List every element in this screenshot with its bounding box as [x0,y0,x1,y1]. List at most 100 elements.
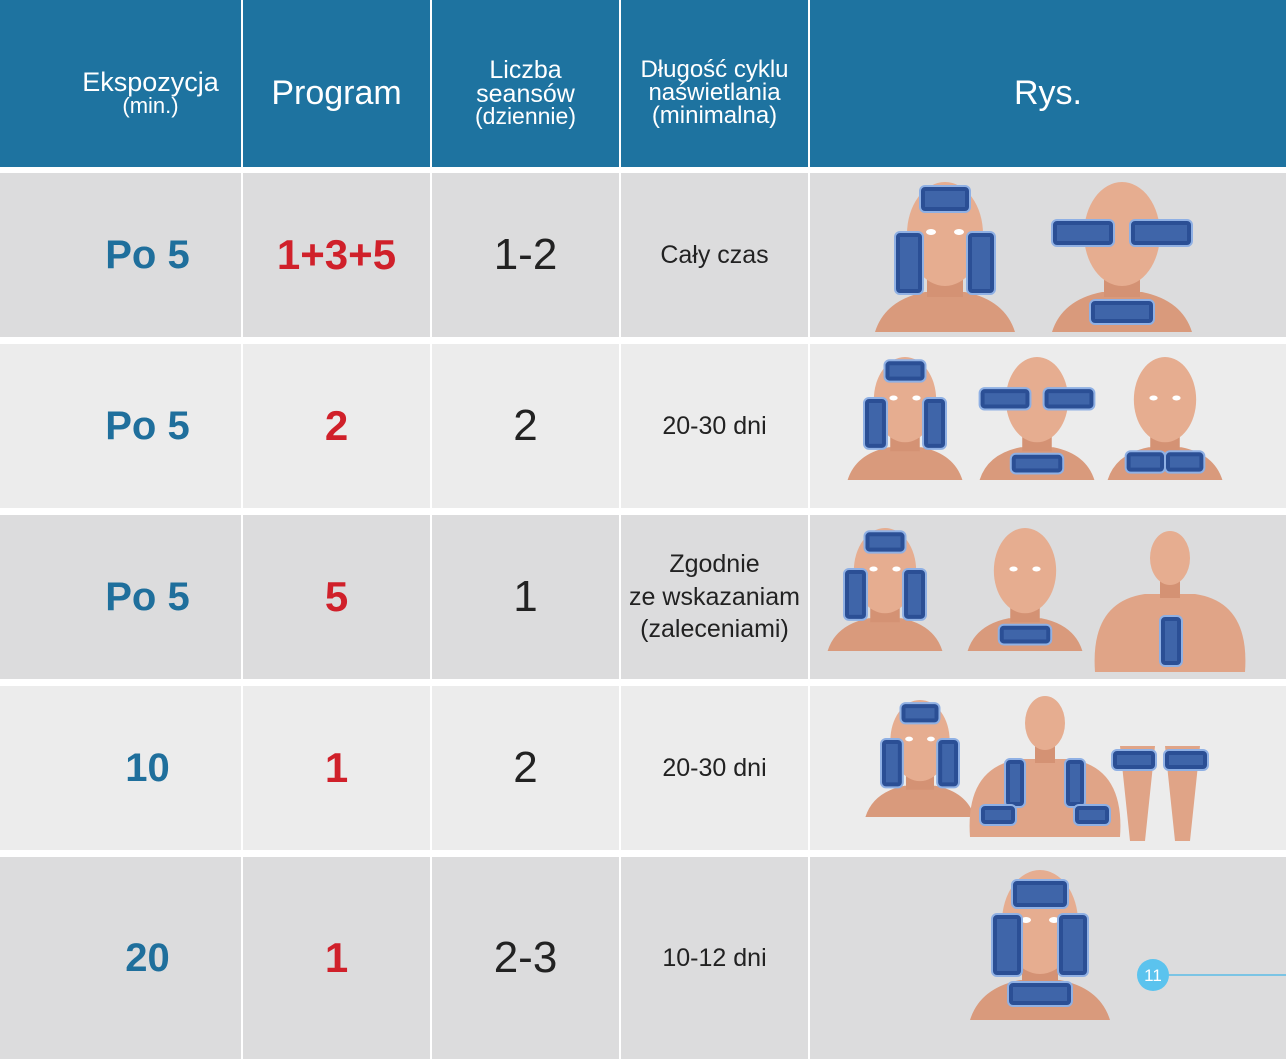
program-cell: 2 [243,344,430,508]
device-grid [1070,764,1080,802]
header-cell: Program [243,0,430,167]
cycle-cell: 10-12 dni [621,857,808,1059]
head [1025,696,1065,750]
header-text: Program [271,74,402,113]
page-number: 11 [1144,966,1162,985]
device-grid [1057,225,1109,241]
cycle-cell: 20-30 dni [621,686,808,850]
device-grid [928,403,941,444]
device-grid [942,744,954,783]
header-text: Długość cyklu [640,56,789,84]
exposure-cell: 10 [0,686,241,850]
device-grid [1048,393,1090,405]
device-grid [985,810,1011,820]
cycle: 10-12 dni [662,943,767,972]
device-grid [889,365,921,377]
eye [1172,395,1181,401]
sessions: 1-2 [493,230,558,279]
device-grid [984,393,1026,405]
exposure-cell: 20 [0,857,241,1059]
shoulders [847,447,963,480]
device-grid [869,403,882,444]
header-text: naświetlania [648,79,781,107]
eye [954,229,964,235]
eye [892,566,901,572]
program-cell: 1 [243,686,430,850]
sessions-cell: 1 [432,515,619,679]
device-grid [1170,456,1200,468]
sessions: 2 [513,743,538,792]
shoulders [865,785,975,817]
cycle: 20-30 dni [662,753,767,782]
head [1150,531,1190,585]
header-text: Rys. [1014,74,1082,113]
device-grid [1135,225,1187,241]
device-grid [1079,810,1105,820]
exposure: Po 5 [105,232,190,277]
program-cell: 5 [243,515,430,679]
cycle: ze wskazaniam [629,582,800,611]
cycle-cell: Cały czas [621,173,808,337]
header-text: Liczba [489,55,562,84]
device-grid [849,574,862,615]
header-text: (dziennie) [475,103,576,130]
program-cell: 1 [243,857,430,1059]
shoulders [827,618,943,651]
shoulders [875,292,1015,332]
eye [869,566,878,572]
sessions: 2 [513,401,538,450]
exposure-cell: Po 5 [0,344,241,508]
sessions-cell: 2 [432,686,619,850]
cycle-cell: 20-30 dni [621,344,808,508]
page-badge [1137,959,1169,991]
head [1133,357,1197,443]
eye [1049,917,1059,923]
header-text: (minimalna) [651,101,778,129]
device-grid [900,237,918,289]
sessions-cell: 2 [432,344,619,508]
exposure: Po 5 [105,574,190,619]
device-grid [1165,621,1177,661]
device-grid [1017,885,1063,903]
exposure: Po 5 [105,403,190,448]
program: 2 [324,402,349,449]
exposure-cell: Po 5 [0,515,241,679]
header-text: seansów [476,79,575,108]
sessions-cell: 2-3 [432,857,619,1059]
cycle: Cały czas [660,240,769,269]
device-grid [1117,755,1151,765]
program-cell: 1+3+5 [243,173,430,337]
device-grid [908,574,921,615]
program: 5 [324,573,349,620]
cycle: (zaleceniami) [640,615,789,644]
header-text: (min.) [122,92,179,118]
device-grid [869,536,901,548]
eye [1149,395,1158,401]
device-grid [886,744,898,783]
device-grid [997,919,1017,971]
program: 1 [324,744,349,791]
device-grid [972,237,990,289]
header-cell: Długość cyklu naświetlania (minimalna) [621,0,808,167]
cycle: 20-30 dni [662,411,767,440]
eye [1032,566,1041,572]
header-cell: Ekspozycja (min.) [0,0,241,167]
exposure: 20 [125,935,170,980]
header-cell: Liczba seansów (dziennie) [432,0,619,167]
exposure-cell: Po 5 [0,173,241,337]
program: 1+3+5 [276,231,397,278]
device-grid [1063,919,1083,971]
device-grid [1010,764,1020,802]
eye [927,736,935,742]
header-cell: Rys. [810,0,1286,167]
device-grid [1095,305,1149,319]
sessions: 1 [513,572,538,621]
eye [905,736,913,742]
eye [912,395,921,401]
device-grid [905,708,935,719]
sessions-cell: 1-2 [432,173,619,337]
eye [1021,917,1031,923]
eye [926,229,936,235]
